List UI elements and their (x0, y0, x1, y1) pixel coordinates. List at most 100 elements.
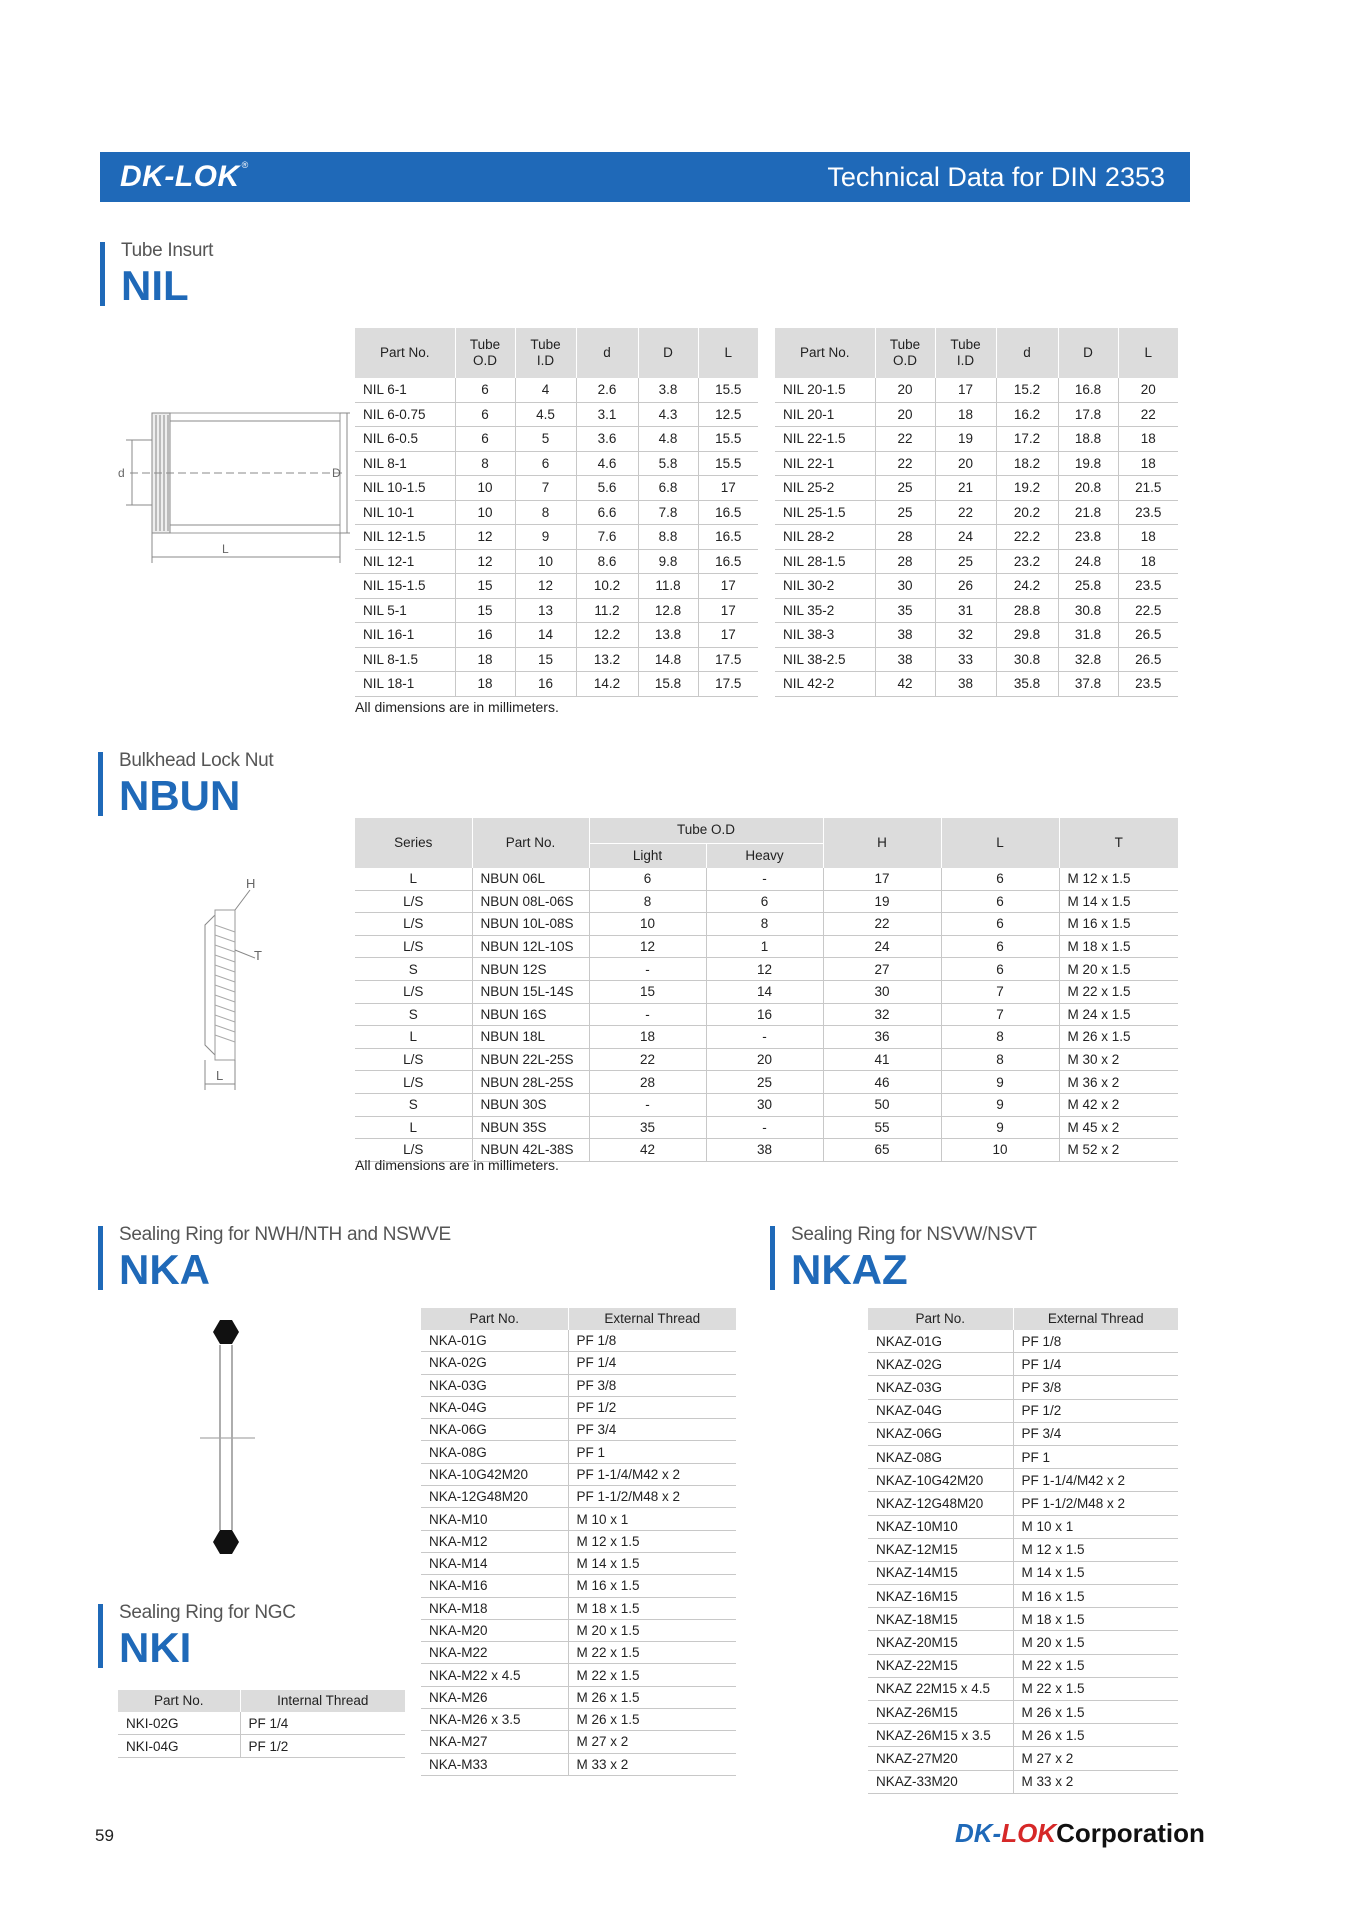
table-cell: 10 (941, 1138, 1060, 1162)
table-cell: 23.5 (1118, 671, 1178, 697)
table-cell: NKA-M18 (421, 1597, 569, 1620)
table-row: NIL 15-1.5 15 12 10.2 11.8 17 (355, 573, 758, 599)
table-cell: 25 (706, 1070, 824, 1094)
table-cell: 17.5 (698, 671, 758, 697)
table-cell: NIL 6-0.5 (355, 426, 456, 452)
table-cell: 16 (515, 671, 577, 697)
table-cell: PF 1/8 (568, 1330, 736, 1353)
table-cell: 22 (875, 451, 936, 476)
table-row: NKAZ-33M20 M 33 x 2 (868, 1770, 1178, 1794)
table-cell: L/S (355, 1048, 473, 1072)
table-cell: NKA-M33 (421, 1753, 569, 1776)
table-row: NKA-02G PF 1/4 (421, 1351, 736, 1375)
nka-table: Part No. External Thread NKA-01G PF 1/8 NK… (421, 1308, 736, 1776)
table-cell: PF 1-1/2/M48 x 2 (1013, 1491, 1178, 1516)
table-cell: 22 (823, 912, 942, 936)
table-cell: 22 (875, 426, 936, 452)
table-cell: 10.2 (576, 573, 639, 599)
svg-text:H: H (246, 876, 255, 891)
table-cell: 10 (455, 475, 516, 501)
table-cell: 19 (823, 890, 942, 914)
table-cell: 30 (823, 980, 942, 1004)
table-cell: PF 1-1/2/M48 x 2 (568, 1485, 736, 1509)
table-cell: 22.2 (996, 524, 1059, 550)
table-cell: 36 (823, 1025, 942, 1049)
table-cell: NKA-M10 (421, 1507, 569, 1531)
table-row: NKA-08G PF 1 (421, 1440, 736, 1464)
table-cell: - (706, 868, 824, 891)
table-row: NKA-10G42M20 PF 1-1/4/M42 x 2 (421, 1463, 736, 1487)
table-cell: NIL 10-1.5 (355, 475, 456, 501)
table-cell: NKA-M14 (421, 1552, 569, 1576)
table-cell: NIL 6-1 (355, 378, 456, 403)
svg-text:d: d (118, 466, 125, 480)
table-cell: NKAZ-20M15 (868, 1630, 1014, 1655)
table-cell: 17 (935, 378, 997, 403)
table-cell: M 16 x 1.5 (568, 1574, 736, 1598)
table-cell: 35 (589, 1116, 707, 1140)
table-cell: 19 (935, 426, 997, 452)
table-cell: 31 (935, 598, 997, 623)
table-cell: 18 (935, 402, 997, 427)
table-cell: L/S (355, 1070, 473, 1094)
table-cell: S (355, 957, 473, 981)
table-row: NIL 12-1.5 12 9 7.6 8.8 16.5 (355, 524, 758, 550)
table-cell: 16.5 (698, 524, 758, 550)
table-cell: 46 (823, 1070, 942, 1094)
table-row: NKA-12G48M20 PF 1-1/2/M48 x 2 (421, 1485, 736, 1509)
section-title: NKI (119, 1624, 192, 1671)
section-subtitle: Sealing Ring for NWH/NTH and NSWVE (119, 1224, 451, 1245)
table-cell: 22.5 (1118, 598, 1178, 623)
table-cell: 1 (706, 935, 824, 959)
table-cell: NIL 28-1.5 (775, 549, 876, 574)
table-cell: M 18 x 1.5 (1059, 935, 1178, 959)
table-cell: PF 1-1/4/M42 x 2 (1013, 1468, 1178, 1493)
table-row: L/S NBUN 08L-06S 8 6 19 6 M 14 x 1.5 (355, 890, 1178, 914)
table-row: NIL 28-2 28 24 22.2 23.8 18 (775, 524, 1178, 550)
table-cell: 41 (823, 1048, 942, 1072)
table-cell: NIL 30-2 (775, 573, 876, 599)
table-cell: 6 (455, 402, 516, 427)
table-cell: 15.8 (638, 671, 699, 697)
table-cell: - (706, 1116, 824, 1140)
table-cell: NKAZ-04G (868, 1399, 1014, 1423)
table-cell: M 33 x 2 (568, 1753, 736, 1776)
table-cell: 18.2 (996, 451, 1059, 476)
table-row: L/S NBUN 12L-10S 12 1 24 6 M 18 x 1.5 (355, 935, 1178, 959)
table-cell: M 12 x 1.5 (568, 1530, 736, 1553)
table-cell: 30.8 (996, 647, 1059, 672)
table-row: NKAZ-03G PF 3/8 (868, 1375, 1178, 1400)
table-cell: 12 (589, 935, 707, 959)
table-cell: 6.6 (576, 500, 639, 525)
table-cell: 18 (1118, 426, 1178, 452)
table-cell: NIL 22-1.5 (775, 426, 876, 452)
table-cell: M 18 x 1.5 (1013, 1607, 1178, 1632)
table-cell: 6 (515, 451, 577, 476)
table-cell: NIL 22-1 (775, 451, 876, 476)
table-row: NKA-M14 M 14 x 1.5 (421, 1552, 736, 1576)
table-row: NKA-M22 x 4.5 M 22 x 1.5 (421, 1663, 736, 1687)
table-cell: M 45 x 2 (1059, 1116, 1178, 1140)
table-row: NKAZ-08G PF 1 (868, 1445, 1178, 1470)
table-cell: 17 (698, 573, 758, 599)
table-cell: 20 (706, 1048, 824, 1072)
table-cell: NKA-M20 (421, 1619, 569, 1643)
table-cell: NKA-M26 (421, 1686, 569, 1710)
table-cell: NKA-10G42M20 (421, 1463, 569, 1487)
table-cell: 12 (706, 957, 824, 981)
table-cell: 14 (706, 980, 824, 1004)
table-cell: 7.6 (576, 524, 639, 550)
table-cell: S (355, 1093, 473, 1117)
section-subtitle: Tube Insurt (121, 240, 214, 261)
table-cell: 8 (589, 890, 707, 914)
svg-text:D: D (332, 466, 341, 480)
table-cell: M 26 x 1.5 (568, 1708, 736, 1732)
table-cell: 20 (1118, 378, 1178, 403)
section-subtitle: Sealing Ring for NSVW/NSVT (791, 1224, 1037, 1245)
table-row: NKA-M16 M 16 x 1.5 (421, 1574, 736, 1598)
table-row: NKA-04G PF 1/2 (421, 1396, 736, 1420)
table-cell: 42 (875, 671, 936, 697)
table-row: NKAZ-16M15 M 16 x 1.5 (868, 1584, 1178, 1609)
table-cell: M 36 x 2 (1059, 1070, 1178, 1094)
table-cell: 3.1 (576, 402, 639, 427)
